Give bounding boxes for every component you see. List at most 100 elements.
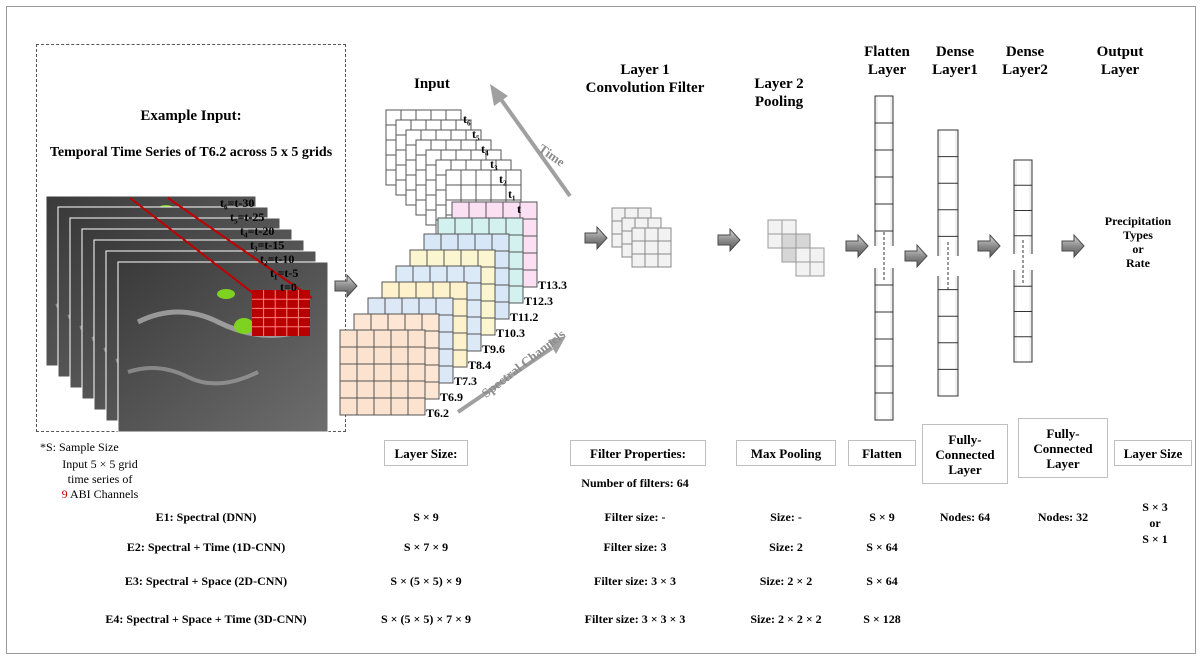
channel-label: T7.3 [454,374,478,388]
pool-title-line2: Pooling [754,94,804,110]
example-time-label: t₅=t-25 [230,210,265,224]
header-filter-properties: Filter Properties: [570,440,706,466]
convolution-filter-icon [611,207,672,268]
channel-label: T6.9 [440,390,464,404]
row-flatten: S × 64 [866,574,898,588]
example-time-label: t₃=t-15 [250,238,285,252]
flatten-title-line2: Layer [867,62,907,78]
input-tensor-stack [339,84,572,416]
spectral-slice [339,329,426,416]
time-step-label: t₂ [499,172,507,186]
row-filter: Filter size: - [604,510,666,524]
example-title: Example Input: [140,108,242,124]
input-title: Input [414,76,450,92]
row-layer-size: S × 7 × 9 [403,540,449,554]
time-step-label: t₅ [472,127,480,141]
flow-arrow [977,233,1001,259]
pooling-grid-icon [767,219,825,277]
channel-label: T13.3 [538,278,568,292]
output-title-line2: Layer [1100,62,1140,78]
row-layer-size: S × (5 × 5) × 9 [390,574,462,588]
channel-label: T10.3 [496,326,526,340]
row-filter: Filter size: 3 [603,540,667,554]
satellite-image-stack [45,195,329,433]
input-desc-line3: 9 ABI Channels [40,487,160,501]
dense1-title-line1: Dense [935,44,975,60]
row-filter: Filter size: 3 × 3 × 3 [584,612,686,626]
row-layer-size: S × 9 [413,510,439,524]
header-output-size: Layer Size [1114,440,1192,466]
conv-title-line2: Convolution Filter [585,80,705,96]
channel-label: T6.2 [426,406,450,420]
input-desc-line2: time series of [67,472,133,486]
time-step-label: t₁ [508,187,516,201]
storm-cell [234,318,254,334]
dense2-title-line1: Dense [1005,44,1045,60]
row-layer-size: S × (5 × 5) × 7 × 9 [380,612,472,626]
example-time-label: t₆=t-30 [220,196,255,210]
dense-layer-columns [874,95,1033,421]
row-pool: Size: 2 × 2 [759,574,813,588]
dense1-column [937,129,959,397]
header-fc1: Fully-Connected Layer [922,424,1008,484]
conv-title-line1: Layer 1 [620,62,670,78]
spectral-arrow-head [548,336,566,354]
header-max-pooling: Max Pooling [736,440,836,466]
channel-label: T11.2 [510,310,539,324]
fc2-nodes: Nodes: 32 [1037,510,1089,524]
input-desc-line1: Input 5 × 5 grid [62,457,138,471]
flow-arrow [845,233,869,259]
row-name: E1: Spectral (DNN) [155,510,257,524]
time-axis-arrow [498,96,572,198]
channel-count: 9 [61,487,68,501]
row-name: E3: Spectral + Space (2D-CNN) [124,574,288,588]
header-flatten: Flatten [848,440,916,466]
fc1-nodes: Nodes: 64 [939,510,991,524]
flow-arrow [334,273,358,299]
num-filters: Number of filters: 64 [581,476,689,490]
flow-arrows [334,225,1085,299]
channel-label: T8.4 [468,358,492,372]
flow-arrow [904,243,928,269]
row-flatten: S × 128 [863,612,901,626]
row-name: E2: Spectral + Time (1D-CNN) [126,540,286,554]
output-title-line1: Output [1096,44,1144,60]
time-step-label: t [517,202,521,216]
row-filter: Filter size: 3 × 3 [594,574,676,588]
filter-slice [631,227,672,268]
time-step-label: t₄ [481,142,489,156]
channel-count-suffix: ABI Channels [67,487,139,501]
flow-arrow [1061,233,1085,259]
row-pool: Size: 2 [769,540,803,554]
dense2-title-line2: Layer2 [1002,62,1048,78]
dense2-column [1013,159,1033,363]
channel-label: T9.6 [482,342,506,356]
row-flatten: S × 64 [866,540,898,554]
channel-label: T12.3 [524,294,554,308]
example-time-label: t₂=t-10 [260,252,295,266]
flow-arrow [584,225,608,251]
flatten-title-line1: Flatten [864,44,910,60]
swath-line [167,197,313,299]
row-pool: Size: - [770,510,802,524]
target-grid [252,290,310,336]
time-step-label: t₃ [490,157,498,171]
output-text-line1: Precipitation [1104,214,1172,228]
output-size-2: S × 1 [1142,532,1168,546]
output-text-line4: Rate [1126,256,1150,270]
time-step-label: t₆ [463,112,471,126]
output-size-1: S × 3 [1142,500,1168,514]
example-time-label: t=0 [280,280,297,294]
pool-title-line1: Layer 2 [754,76,804,92]
header-layer-size: Layer Size: [384,440,468,466]
pool-slice [795,247,825,277]
figure-frame [6,6,1196,654]
sample-size-note: *S: Sample Size [40,440,119,454]
example-time-label: t₄=t-20 [240,224,275,238]
flatten-column [874,95,894,421]
row-name: E4: Spectral + Space + Time (3D-CNN) [105,612,307,626]
output-text-line2: Types [1123,228,1153,242]
output-text-line3: or [1132,242,1144,256]
row-flatten: S × 9 [869,510,895,524]
